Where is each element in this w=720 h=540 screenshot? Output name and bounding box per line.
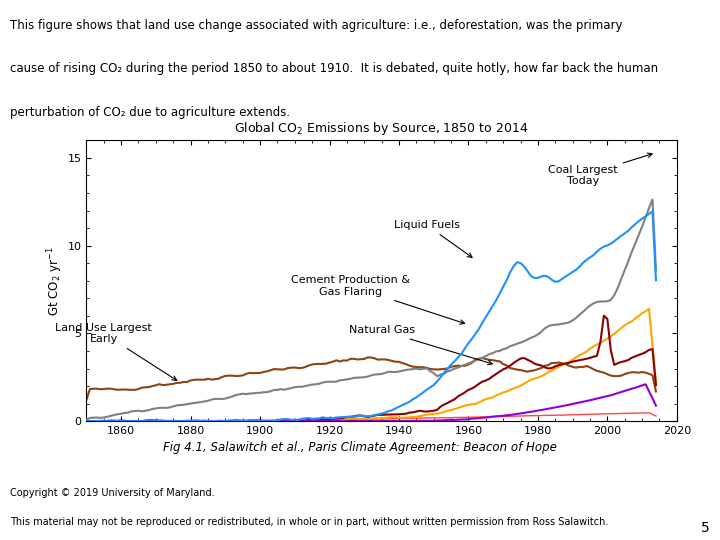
Text: Coal Largest
Today: Coal Largest Today bbox=[548, 153, 652, 186]
Text: This material may not be reproduced or redistributed, in whole or in part, witho: This material may not be reproduced or r… bbox=[10, 517, 608, 528]
Text: Land Use Largest
Early: Land Use Largest Early bbox=[55, 322, 177, 380]
Text: Liquid Fuels: Liquid Fuels bbox=[394, 220, 472, 258]
Title: Global CO$_2$ Emissions by Source, 1850 to 2014: Global CO$_2$ Emissions by Source, 1850 … bbox=[235, 120, 528, 137]
Text: cause of rising CO₂ during the period 1850 to about 1910.  It is debated, quite : cause of rising CO₂ during the period 18… bbox=[10, 62, 658, 75]
Text: Fig 4.1, Salawitch et al., Paris Climate Agreement: Beacon of Hope: Fig 4.1, Salawitch et al., Paris Climate… bbox=[163, 441, 557, 454]
Text: Cement Production &
Gas Flaring: Cement Production & Gas Flaring bbox=[291, 275, 464, 324]
Text: perturbation of CO₂ due to agriculture extends.: perturbation of CO₂ due to agriculture e… bbox=[10, 106, 290, 119]
Text: Copyright © 2019 University of Maryland.: Copyright © 2019 University of Maryland. bbox=[10, 488, 215, 498]
Text: 5: 5 bbox=[701, 521, 709, 535]
Text: This figure shows that land use change associated with agriculture: i.e., defore: This figure shows that land use change a… bbox=[10, 19, 623, 32]
Y-axis label: Gt CO$_2$ yr$^{-1}$: Gt CO$_2$ yr$^{-1}$ bbox=[45, 246, 65, 315]
Text: Natural Gas: Natural Gas bbox=[348, 326, 492, 365]
